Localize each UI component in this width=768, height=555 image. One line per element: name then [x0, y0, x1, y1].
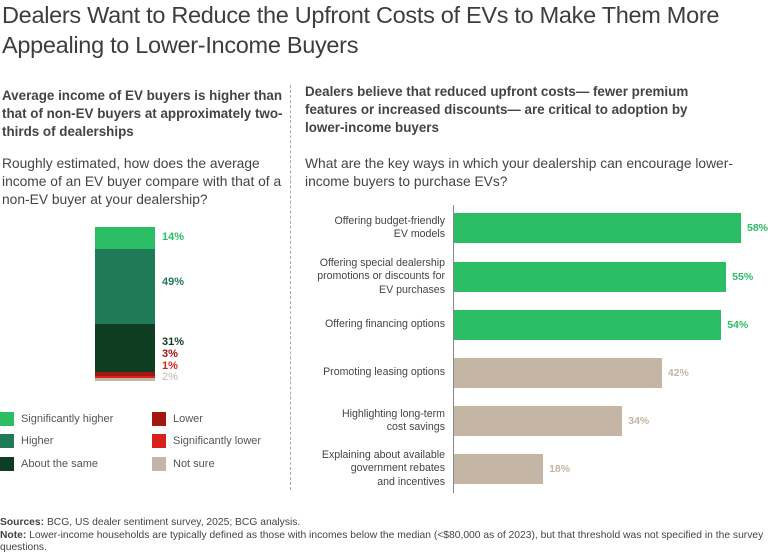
legend-item-about-the-same: About the same [0, 457, 98, 471]
legend-item-significantly-higher: Significantly higher [0, 412, 113, 426]
legend-swatch [152, 457, 166, 471]
note-label: Note: [0, 529, 27, 541]
legend-swatch [152, 412, 166, 426]
sources-label: Sources: [0, 517, 45, 528]
bar-6 [454, 454, 544, 484]
legend-label: Significantly lower [173, 435, 262, 447]
legend-item-lower: Lower [152, 412, 203, 426]
stacked-label-not-sure: 2% [162, 371, 178, 383]
left-subhead: Average income of EV buyers is higher th… [2, 88, 283, 139]
legend-label: Lower [173, 413, 203, 425]
sources-text: BCG, US dealer sentiment survey, 2025; B… [44, 517, 301, 528]
bar-value-label: 34% [628, 415, 650, 427]
bar-value-label: 55% [732, 271, 754, 283]
panel-divider [290, 85, 291, 490]
legend-item-higher: Higher [0, 434, 53, 448]
bar-1 [454, 213, 741, 243]
bar-2 [454, 262, 727, 292]
right-subhead: Dealers believe that reduced upfront cos… [305, 84, 689, 135]
legend-label: About the same [21, 458, 99, 470]
legend-item-significantly-lower: Significantly lower [152, 434, 261, 448]
legend-swatch [152, 434, 166, 448]
bar-value-label: 18% [549, 463, 571, 475]
bar-4 [454, 358, 662, 388]
note-text: Lower-income households are typically de… [0, 529, 764, 554]
stacked-label-higher: 49% [162, 276, 185, 288]
stacked-segment-not-sure [95, 377, 155, 381]
legend-item-not-sure: Not sure [152, 457, 215, 471]
footnote: Note: Lower-income households are typica… [0, 530, 768, 555]
stacked-segment-about-the-same [95, 324, 155, 372]
category-label: Highlighting long-term cost savings [341, 407, 445, 434]
stacked-segment-significantly-lower [95, 376, 155, 378]
stacked-segment-lower [95, 371, 155, 377]
legend-label: Not sure [173, 458, 215, 470]
footer: Sources: BCG, US dealer sentiment survey… [0, 517, 768, 555]
page-title: Dealers Want to Reduce the Upfront Costs… [2, 2, 720, 58]
y-axis-line [453, 205, 454, 493]
legend-swatch [0, 434, 14, 448]
stacked-segment-higher [95, 248, 155, 324]
category-label: Offering special dealership promotions or… [317, 256, 445, 296]
right-question: What are the key ways in which your deal… [305, 156, 733, 189]
stacked-segment-significantly-higher [95, 227, 155, 249]
stacked-label-significantly-lower: 1% [162, 360, 178, 372]
stacked-label-significantly-higher: 14% [162, 231, 185, 243]
stacked-label-about-the-same: 31% [162, 336, 185, 348]
category-label: Explaining about available government reb… [321, 448, 445, 488]
category-label: Offering financing options [325, 318, 445, 331]
legend-label: Higher [21, 435, 54, 447]
left-question: Roughly estimated, how does the average … [2, 156, 282, 207]
legend-swatch [0, 457, 14, 471]
stacked-label-lower: 3% [162, 348, 178, 360]
category-label: Promoting leasing options [323, 366, 445, 379]
legend-swatch [0, 412, 14, 426]
bar-value-label: 42% [667, 367, 689, 379]
legend-label: Significantly higher [21, 413, 114, 425]
category-label: Offering budget-friendly EV models [334, 214, 445, 241]
bar-value-label: 54% [727, 319, 749, 331]
bar-value-label: 58% [747, 222, 768, 234]
bar-3 [454, 310, 722, 340]
sources-note: Sources: BCG, US dealer sentiment survey… [0, 517, 768, 530]
bar-5 [454, 406, 623, 436]
